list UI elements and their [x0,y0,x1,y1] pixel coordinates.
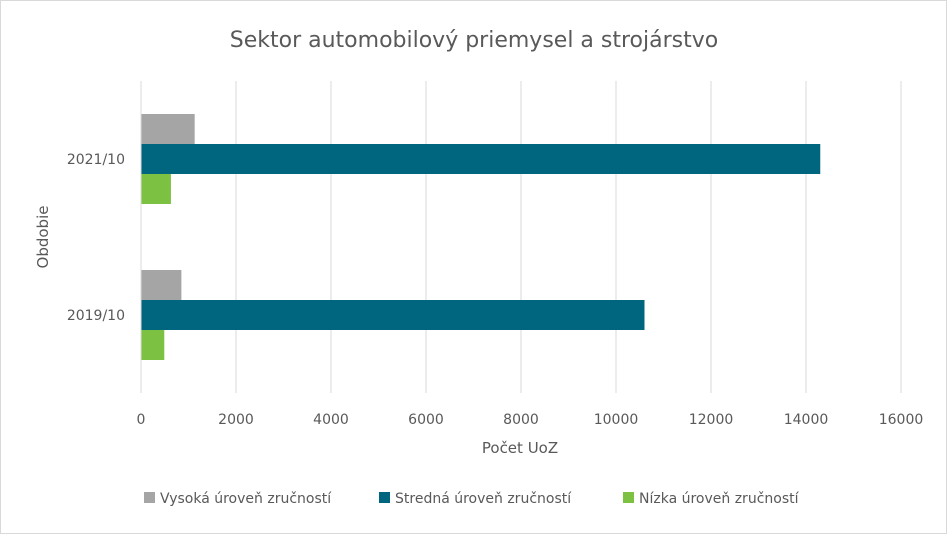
bar-2019-10-series-2 [141,330,165,360]
legend-entry: Vysoká úroveň zručností [160,491,332,507]
x-tick-label: 8000 [503,412,539,428]
x-tick-label: 12000 [689,412,734,428]
chart-title: Sektor automobilový priemysel a strojárs… [230,28,718,53]
bar-2021-10-series-0 [141,114,195,144]
x-tick-label: 0 [137,412,146,428]
legend-swatch [144,492,155,503]
y-tick-label: 2021/10 [67,152,125,168]
bar-2019-10-series-1 [141,300,645,330]
x-tick-labels: 0 2000 4000 6000 8000 10000 12000 14000 16000 [137,412,924,428]
y-axis-label: Obdobie [34,206,52,269]
grid-lines [235,81,902,393]
bar-2021-10-series-1 [141,144,821,174]
y-tick-labels: 2019/10 2021/10 [67,152,125,324]
x-tick-label: 14000 [784,412,829,428]
legend-swatch [623,492,634,503]
legend-entry: Nízka úroveň zručností [639,491,800,507]
x-axis-label: Počet UoZ [482,439,558,457]
legend-entry: Stredná úroveň zručností [395,491,572,507]
x-tick-label: 10000 [594,412,639,428]
x-tick-label: 16000 [879,412,924,428]
bar-2021-10-series-2 [141,174,171,204]
x-tick-label: 4000 [313,412,349,428]
bars [141,114,821,360]
bar-2019-10-series-0 [141,270,182,300]
x-tick-label: 2000 [218,412,254,428]
legend-swatch [379,492,390,503]
x-tick-label: 6000 [408,412,444,428]
y-tick-label: 2019/10 [67,308,125,324]
legend: Vysoká úroveň zručností Stredná úroveň zr… [144,491,800,507]
